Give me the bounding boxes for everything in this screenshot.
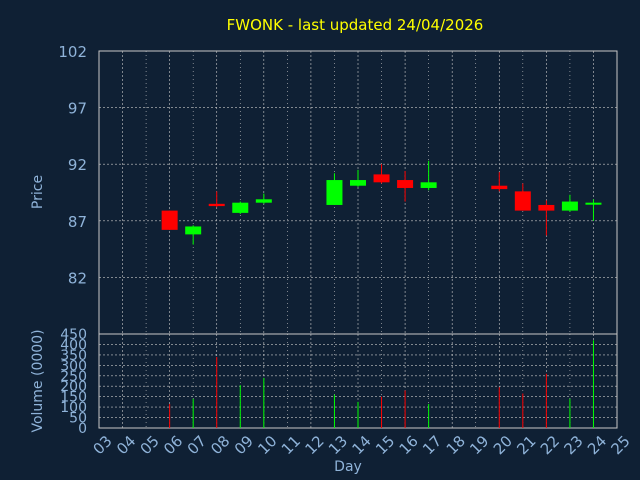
- x-tick-label: 03: [90, 432, 116, 458]
- x-tick-label: 19: [466, 432, 492, 458]
- x-tick-label: 14: [349, 432, 375, 458]
- x-tick-label: 06: [160, 432, 186, 458]
- price-axis-label: Price: [30, 175, 46, 209]
- x-tick-label: 21: [513, 432, 539, 458]
- x-tick-label: 23: [560, 432, 586, 458]
- volume-tick-label: 150: [60, 390, 87, 406]
- volume-tick-label: 350: [60, 348, 87, 364]
- volume-tick-label: 100: [60, 400, 87, 416]
- volume-tick-label: 0: [78, 421, 87, 437]
- candle-body: [514, 191, 531, 211]
- x-tick-label: 09: [231, 432, 257, 458]
- price-tick-label: 82: [68, 269, 87, 287]
- x-tick-label: 12: [301, 432, 327, 458]
- x-tick-label: 22: [537, 432, 563, 458]
- x-tick-label: 05: [137, 432, 163, 458]
- volume-axis-label: Volume (0000): [30, 329, 46, 432]
- candle-body: [491, 185, 508, 190]
- x-tick-label: 04: [113, 432, 139, 458]
- x-tick-label: 10: [254, 432, 280, 458]
- volume-tick-label: 50: [69, 411, 87, 427]
- volume-tick-label: 200: [60, 379, 87, 395]
- x-tick-label: 13: [325, 432, 351, 458]
- chart-title: FWONK - last updated 24/04/2026: [227, 16, 484, 34]
- x-tick-label: 25: [608, 432, 634, 458]
- x-tick-label: 18: [443, 432, 469, 458]
- x-tick-label: 17: [419, 432, 445, 458]
- candle-body: [420, 182, 437, 188]
- volume-tick-label: 450: [60, 327, 87, 343]
- candle-body: [373, 174, 390, 183]
- candle-body: [326, 180, 343, 205]
- candle-body: [585, 202, 602, 205]
- x-tick-label: 16: [396, 432, 422, 458]
- price-tick-label: 102: [58, 43, 87, 61]
- price-tick-label: 87: [68, 213, 87, 231]
- volume-tick-label: 400: [60, 337, 87, 353]
- price-tick-label: 92: [68, 156, 87, 174]
- x-tick-label: 20: [490, 432, 516, 458]
- volume-tick-label: 300: [60, 358, 87, 374]
- candle-body: [208, 203, 225, 207]
- x-tick-label: 24: [584, 432, 610, 458]
- candle-body: [255, 199, 272, 203]
- price-panel: 82 87 92 97 102: [58, 43, 618, 335]
- candle-body: [397, 180, 414, 188]
- candle-body: [538, 204, 555, 211]
- x-tick-label: 11: [278, 432, 304, 458]
- candle-body: [161, 210, 178, 230]
- price-tick-label: 97: [68, 100, 87, 118]
- x-tick-label: 15: [372, 432, 398, 458]
- volume-tick-label: 250: [60, 369, 87, 385]
- candle-body: [561, 201, 578, 211]
- candle-body: [350, 180, 366, 186]
- candle-body: [185, 226, 202, 235]
- x-tick-label: 07: [184, 432, 210, 458]
- x-axis-label: Day: [334, 459, 362, 475]
- x-tick-label: 08: [207, 432, 233, 458]
- candle-body: [232, 202, 249, 213]
